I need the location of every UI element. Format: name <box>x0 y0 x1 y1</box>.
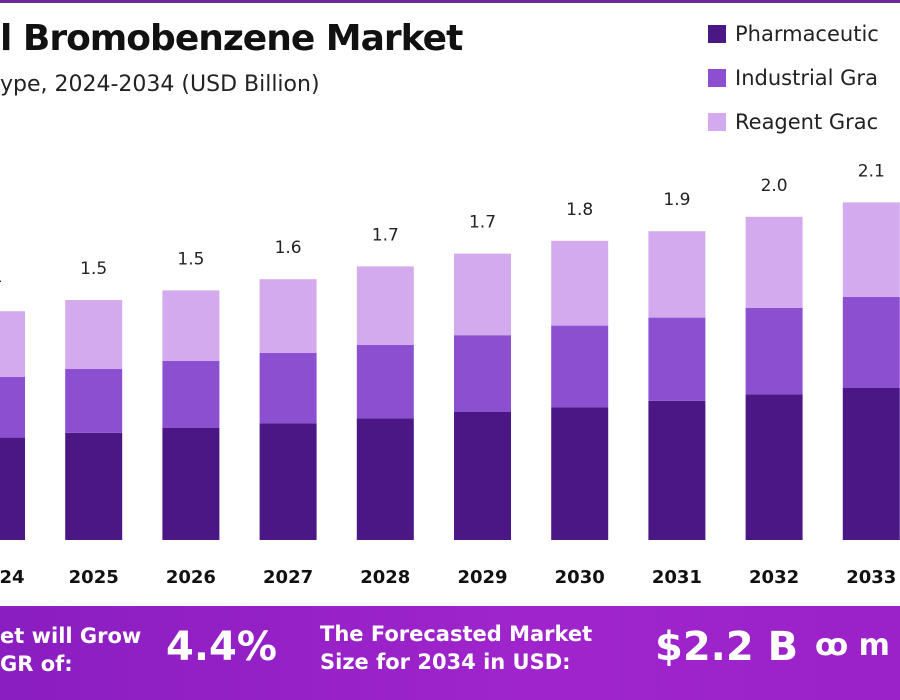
bar-segment-reagent <box>0 311 25 377</box>
legend-swatch <box>708 113 726 131</box>
legend-item-industrial: Industrial Gra <box>708 56 879 100</box>
x-tick-label: 2031 <box>652 567 702 588</box>
cagr-text-line2: GR of: <box>0 652 73 676</box>
legend: Pharmaceutic Industrial Gra Reagent Grac <box>708 12 879 144</box>
bar-segment-industrial <box>648 317 706 401</box>
bar-segment-reagent <box>648 231 706 318</box>
bar-segment-reagent <box>259 279 317 353</box>
legend-swatch <box>708 25 726 43</box>
bar-segment-reagent <box>745 216 803 308</box>
cagr-text-line1: et will Grow <box>0 624 142 648</box>
bar-segment-industrial <box>0 376 25 438</box>
bar-segment-pharmaceutical <box>551 407 609 540</box>
legend-label: Reagent Grac <box>735 110 879 134</box>
x-tick-label: 2027 <box>263 567 313 588</box>
bar-segment-pharmaceutical <box>0 437 25 540</box>
bar-total-label: 1.6 <box>275 238 302 258</box>
bar-segment-industrial <box>162 360 220 428</box>
bar-total-label: 1.5 <box>177 249 204 269</box>
bar-segment-reagent <box>454 253 511 336</box>
x-tick-label: 2025 <box>69 567 119 588</box>
forecast-value: $2.2 B <box>655 624 799 670</box>
bar-segment-pharmaceutical <box>356 418 414 540</box>
legend-swatch <box>708 69 726 87</box>
summary-banner: et will Grow GR of: 4.4% The Forecasted … <box>0 606 900 700</box>
bar-segment-pharmaceutical <box>65 432 123 540</box>
x-tick-label: 2032 <box>749 567 799 588</box>
bar-segment-pharmaceutical <box>162 428 220 540</box>
bar-segment-pharmaceutical <box>454 412 511 540</box>
bar-segment-industrial <box>551 325 609 408</box>
bar-total-label: 4 <box>0 270 2 290</box>
stacked-bar-chart: 4 24 1.5 2025 1.5 2026 1.6 2027 1.7 2028 1.7 2029 1.… <box>0 161 900 588</box>
x-tick-label: 24 <box>0 567 25 588</box>
bar-total-label: 1.9 <box>663 190 690 210</box>
bar-total-label: 1.7 <box>372 225 399 245</box>
top-accent-line <box>0 0 900 3</box>
bar-segment-industrial <box>65 368 123 433</box>
bar-total-label: 2.1 <box>858 161 885 181</box>
forecast-text-line2: Size for 2034 in USD: <box>320 650 571 674</box>
legend-item-reagent: Reagent Grac <box>708 100 879 144</box>
legend-label: Industrial Gra <box>735 66 878 90</box>
bar-segment-pharmaceutical <box>259 423 317 540</box>
bar-segment-industrial <box>842 296 900 388</box>
x-tick-label: 2028 <box>360 567 410 588</box>
bar-total-label: 2.0 <box>761 176 788 196</box>
bar-segment-reagent <box>162 290 220 361</box>
bar-segment-reagent <box>356 266 414 345</box>
legend-item-pharmaceutical: Pharmaceutic <box>708 12 879 56</box>
bar-segment-reagent <box>551 240 609 326</box>
bar-segment-industrial <box>454 335 511 412</box>
bar-segment-pharmaceutical <box>842 388 900 540</box>
x-tick-label: 2029 <box>457 567 507 588</box>
bar-segment-reagent <box>842 202 900 297</box>
legend-label: Pharmaceutic <box>735 22 879 46</box>
bar-total-label: 1.8 <box>566 200 593 220</box>
chart-subtitle: ype, 2024-2034 (USD Billion) <box>0 72 320 97</box>
cagr-value: 4.4% <box>166 624 277 670</box>
bar-segment-reagent <box>65 300 123 369</box>
bar-total-label: 1.5 <box>80 259 107 279</box>
bar-segment-pharmaceutical <box>745 394 803 540</box>
bar-segment-industrial <box>745 308 803 395</box>
chart-title: l Bromobenzene Market <box>0 18 463 59</box>
x-tick-label: 2033 <box>846 567 896 588</box>
bar-segment-industrial <box>259 352 317 424</box>
brand-logo: ꝏ m <box>815 628 890 663</box>
x-tick-label: 2030 <box>555 567 605 588</box>
bar-segment-pharmaceutical <box>648 400 706 540</box>
bar-segment-industrial <box>356 344 414 419</box>
forecast-text: The Forecasted Market Size for 2034 in U… <box>320 620 592 676</box>
bar-total-label: 1.7 <box>469 213 496 233</box>
forecast-text-line1: The Forecasted Market <box>320 622 593 646</box>
x-tick-label: 2026 <box>166 567 216 588</box>
cagr-text: et will Grow GR of: <box>0 622 141 678</box>
